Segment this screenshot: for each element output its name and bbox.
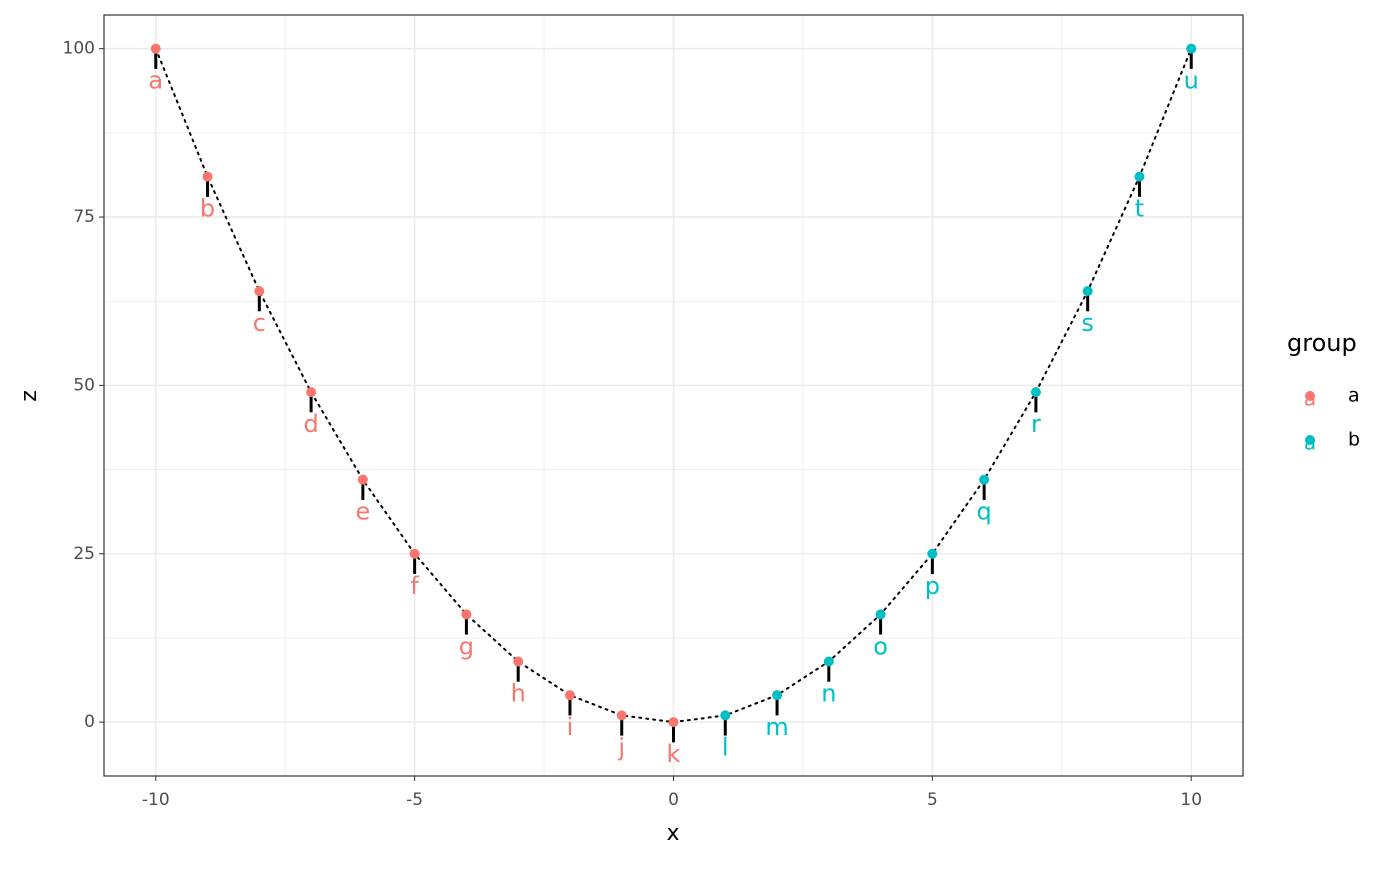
point (1030, 387, 1041, 398)
panel-border (103, 14, 1244, 777)
point-label: s (1081, 309, 1094, 337)
legend-label: b (1348, 429, 1360, 451)
point-label: c (253, 309, 266, 337)
point-label: f (410, 572, 419, 600)
x-tick-label: -5 (406, 790, 423, 810)
point (357, 474, 368, 485)
point (616, 710, 627, 721)
point-label: p (925, 572, 940, 600)
point-label: m (765, 713, 788, 741)
point (513, 656, 524, 667)
point-label: b (200, 195, 215, 223)
point-label: r (1031, 410, 1041, 438)
legend-key (1305, 435, 1315, 445)
point (461, 609, 472, 620)
point (202, 171, 213, 182)
point (254, 286, 265, 297)
x-tick-label: -10 (142, 790, 170, 810)
point-label: l (722, 733, 729, 761)
point (927, 548, 938, 559)
point (1134, 171, 1145, 182)
point-label: k (667, 740, 681, 768)
y-axis-title: z (17, 390, 42, 402)
x-tick-label: 5 (927, 790, 938, 810)
point (150, 43, 161, 54)
point (875, 609, 886, 620)
point-label: h (511, 680, 526, 708)
point (979, 474, 990, 485)
point-label: n (821, 680, 836, 708)
point-label: d (303, 410, 318, 438)
point (409, 548, 420, 559)
legend-key (1305, 391, 1315, 401)
point (823, 656, 834, 667)
point-label: t (1135, 195, 1144, 223)
point (720, 710, 731, 721)
y-tick-label: 75 (73, 207, 95, 227)
point-label: g (459, 632, 474, 660)
legend-title: group (1287, 329, 1357, 357)
point-label: u (1184, 67, 1199, 95)
x-tick-label: 0 (668, 790, 679, 810)
x-tick-label: 10 (1180, 790, 1202, 810)
point (564, 690, 575, 701)
point (1082, 286, 1093, 297)
point-label: j (617, 733, 625, 761)
point-label: q (977, 498, 992, 526)
y-tick-label: 100 (63, 39, 95, 59)
point-label: o (873, 632, 888, 660)
point (668, 717, 679, 728)
y-tick-label: 0 (84, 712, 95, 732)
x-axis-title: x (666, 821, 679, 846)
y-tick-label: 50 (73, 375, 95, 395)
point-label: e (355, 498, 370, 526)
y-tick-label: 25 (73, 544, 95, 564)
point-label: a (148, 67, 163, 95)
point (1186, 43, 1197, 54)
point (306, 387, 317, 398)
point-label: i (567, 713, 574, 741)
point (772, 690, 783, 701)
legend-label: a (1348, 385, 1360, 407)
